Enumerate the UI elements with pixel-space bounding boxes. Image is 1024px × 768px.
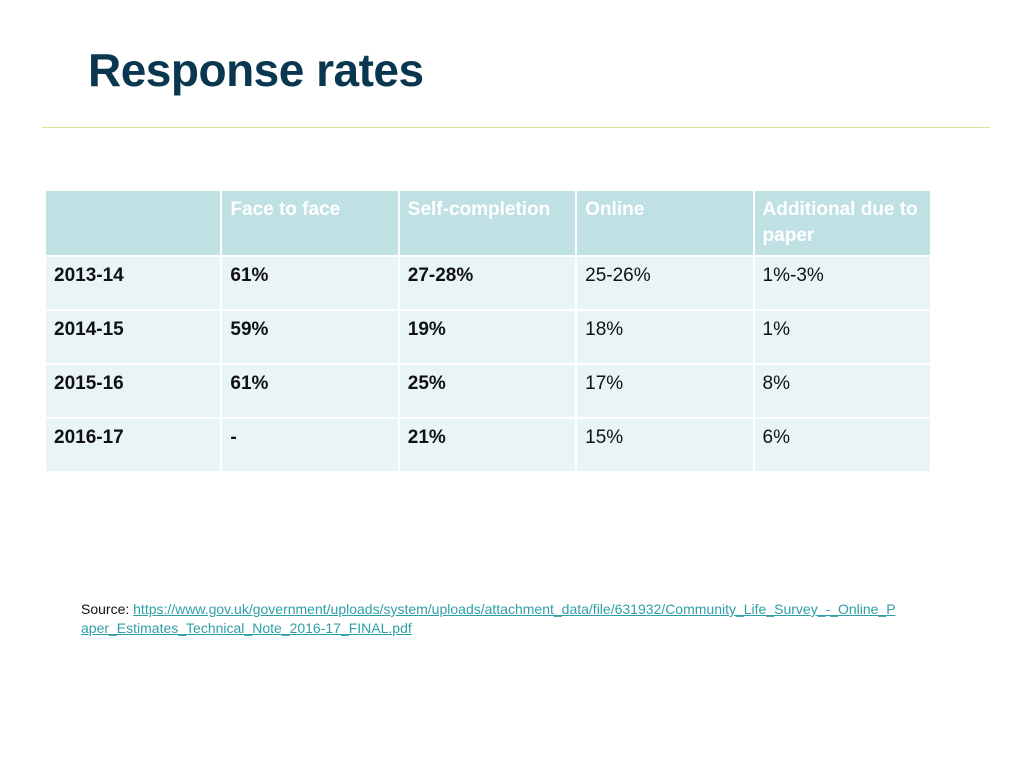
source-label: Source: [81,601,134,617]
header-face-to-face: Face to face [222,191,398,255]
source-note: Source: https://www.gov.uk/government/up… [81,600,901,638]
response-rates-table: Face to face Self-completion Online Addi… [44,189,932,473]
cell-face-to-face: 59% [222,311,398,363]
table-row: 2015-16 61% 25% 17% 8% [46,365,930,417]
source-link[interactable]: https://www.gov.uk/government/uploads/sy… [81,601,896,636]
cell-year: 2013-14 [46,257,221,309]
table-row: 2014-15 59% 19% 18% 1% [46,311,930,363]
cell-online: 18% [577,311,753,363]
cell-online: 25-26% [577,257,753,309]
table-row: 2013-14 61% 27-28% 25-26% 1%-3% [46,257,930,309]
cell-face-to-face: 61% [222,257,398,309]
header-additional-paper: Additional due to paper [754,191,930,255]
cell-additional-paper: 1% [754,311,930,363]
cell-self-completion: 21% [399,419,576,471]
cell-year: 2015-16 [46,365,221,417]
cell-year: 2014-15 [46,311,221,363]
slide-title: Response rates [88,44,424,96]
cell-online: 15% [577,419,753,471]
cell-face-to-face: 61% [222,365,398,417]
cell-additional-paper: 8% [754,365,930,417]
cell-additional-paper: 6% [754,419,930,471]
cell-additional-paper: 1%-3% [754,257,930,309]
cell-face-to-face: - [222,419,398,471]
cell-online: 17% [577,365,753,417]
header-year [46,191,221,255]
cell-year: 2016-17 [46,419,221,471]
header-self-completion: Self-completion [399,191,576,255]
table-row: 2016-17 - 21% 15% 6% [46,419,930,471]
cell-self-completion: 27-28% [399,257,576,309]
cell-self-completion: 25% [399,365,576,417]
table-header-row: Face to face Self-completion Online Addi… [46,191,930,255]
title-divider [42,127,990,128]
header-online: Online [577,191,753,255]
cell-self-completion: 19% [399,311,576,363]
